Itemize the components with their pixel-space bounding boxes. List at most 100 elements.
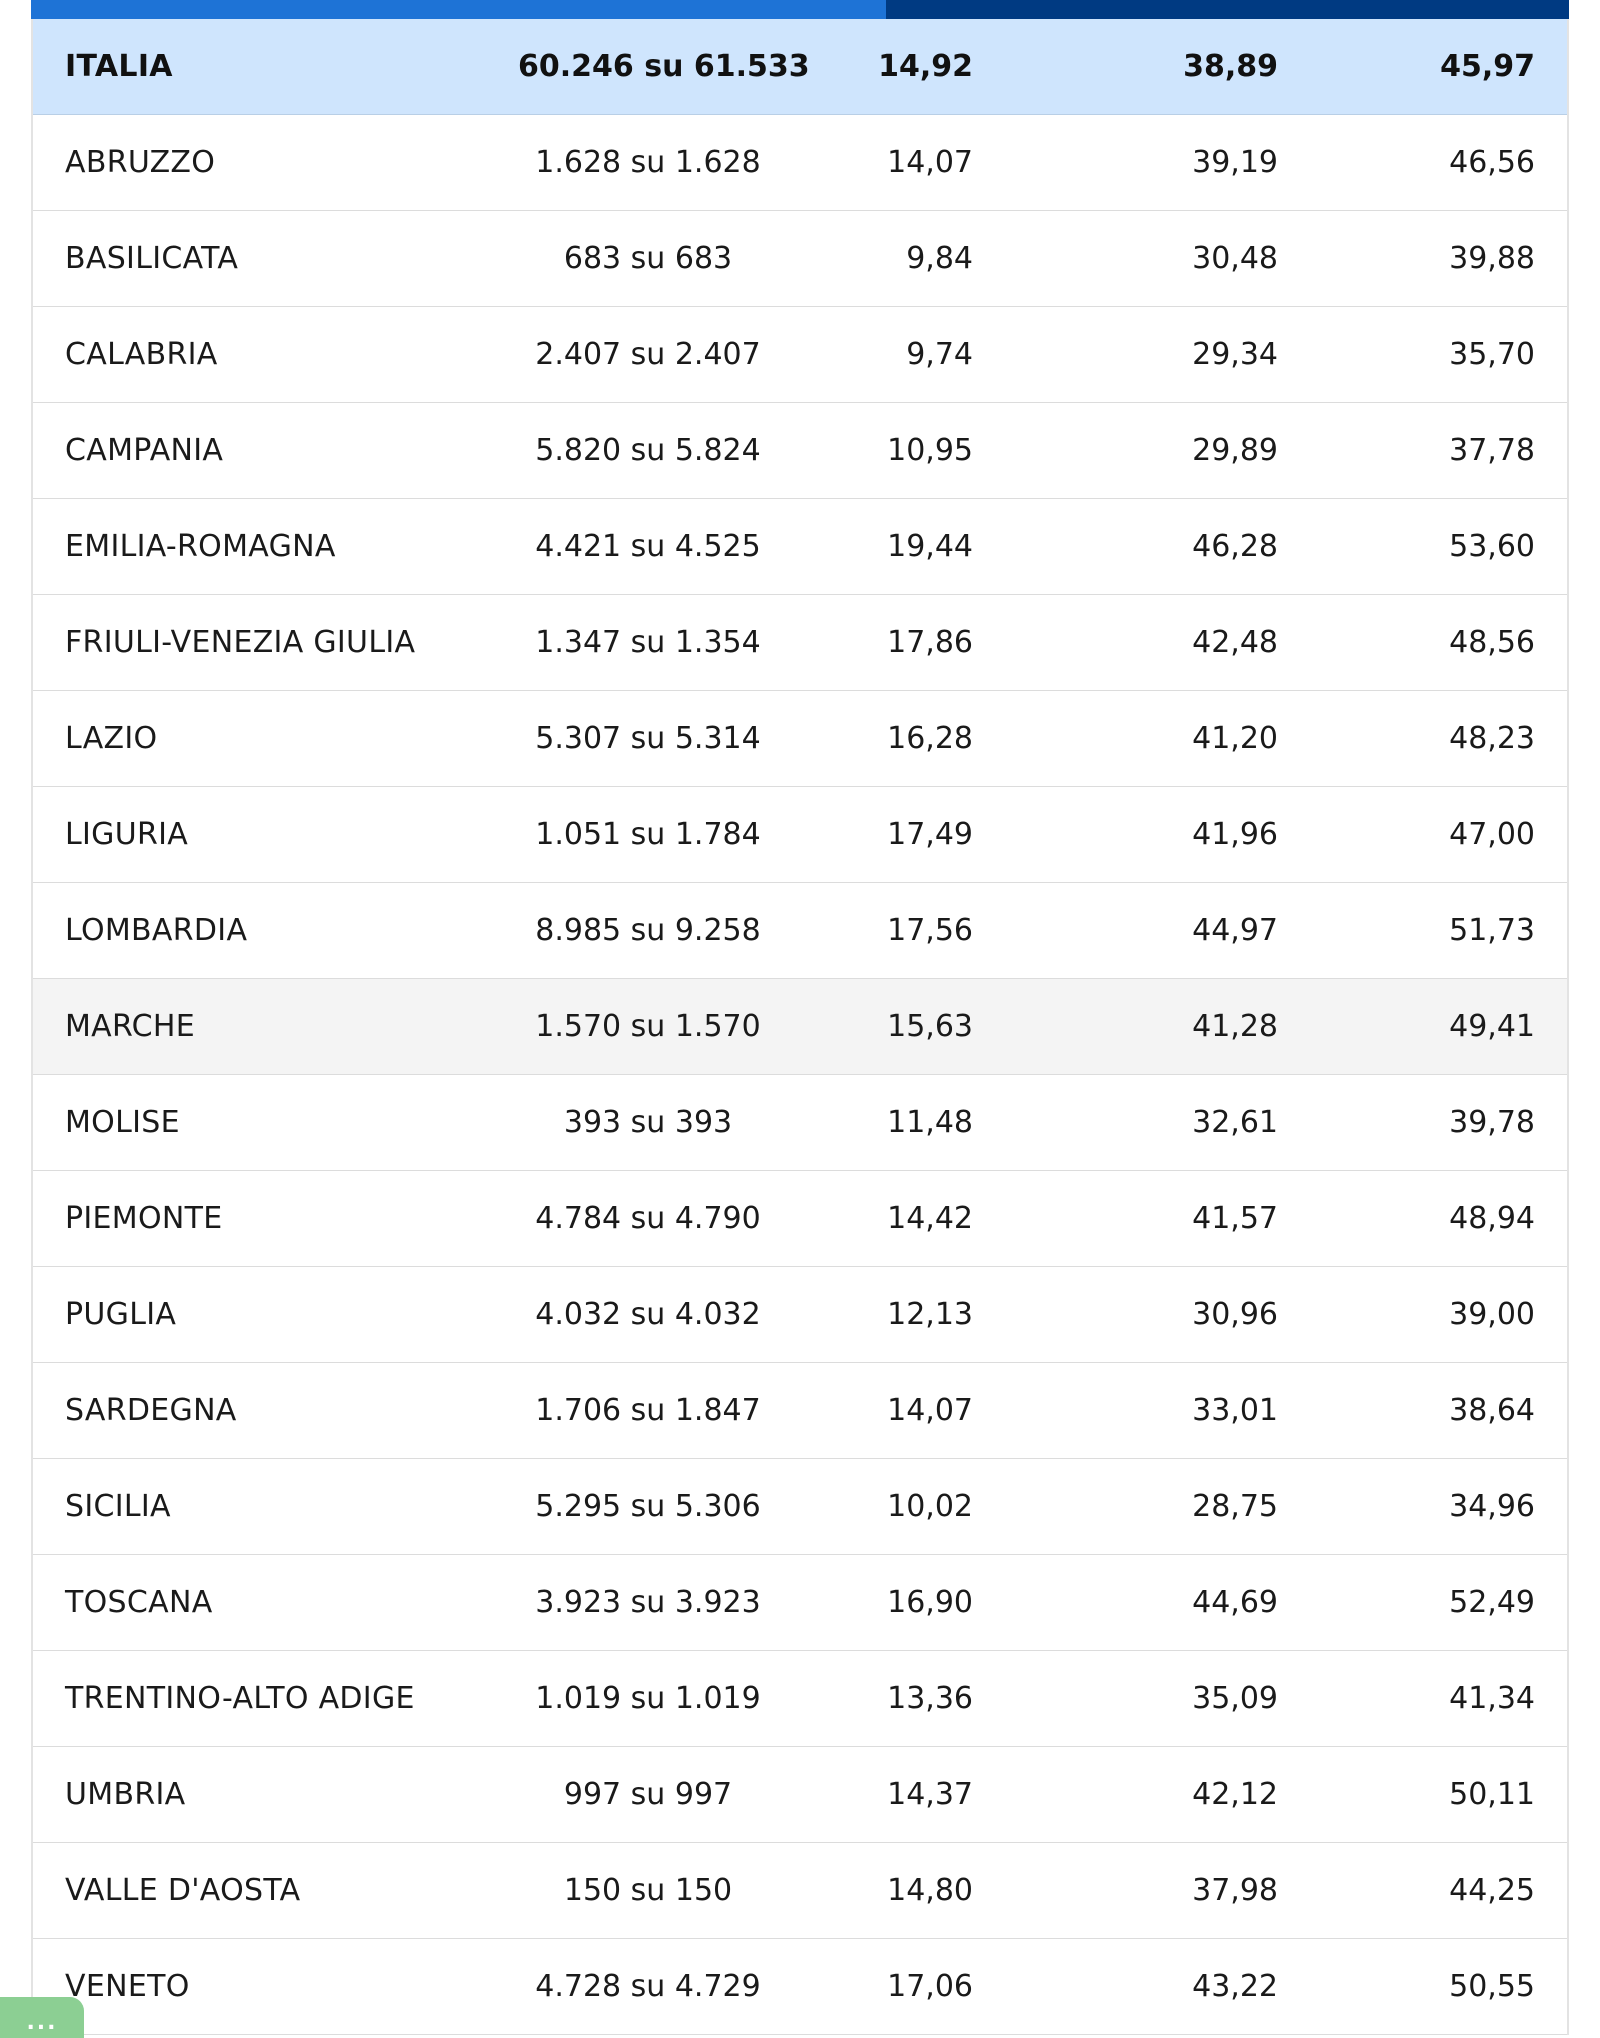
sections-count: 997 su 997 [478, 1746, 778, 1843]
value-col-1: 14,37 [778, 1746, 1033, 1843]
table-row[interactable]: EMILIA-ROMAGNA 4.421 su 4.525 19,44 46,28 53… [33, 498, 1567, 595]
value-col-1: 17,49 [778, 786, 1033, 883]
value-col-3: 49,41 [1278, 978, 1567, 1075]
sections-count: 1.628 su 1.628 [478, 114, 778, 211]
value-col-2: 33,01 [1033, 1362, 1278, 1459]
value-col-2: 44,69 [1033, 1554, 1278, 1651]
table-row[interactable]: CAMPANIA 5.820 su 5.824 10,95 29,89 37,78 [33, 402, 1567, 499]
region-name: VALLE D'AOSTA [33, 1842, 478, 1939]
table-row[interactable]: PUGLIA 4.032 su 4.032 12,13 30,96 39,00 [33, 1266, 1567, 1363]
sections-count: 4.728 su 4.729 [478, 1938, 778, 2035]
value-col-2: 43,22 [1033, 1938, 1278, 2035]
value-col-1: 14,80 [778, 1842, 1033, 1939]
sections-count: 5.295 su 5.306 [478, 1458, 778, 1555]
table-row[interactable]: FRIULI-VENEZIA GIULIA 1.347 su 1.354 17,86… [33, 594, 1567, 691]
more-dots-icon: ... [26, 2009, 58, 2035]
region-name: ABRUZZO [33, 114, 478, 211]
value-col-1: 13,36 [778, 1650, 1033, 1747]
sections-count: 1.706 su 1.847 [478, 1362, 778, 1459]
region-name: SICILIA [33, 1458, 478, 1555]
table-row[interactable]: LOMBARDIA 8.985 su 9.258 17,56 44,97 51,73 [33, 882, 1567, 979]
value-col-1: 10,95 [778, 402, 1033, 499]
value-col-3: 38,64 [1278, 1362, 1567, 1459]
value-col-2: 35,09 [1033, 1650, 1278, 1747]
value-col-1: 14,42 [778, 1170, 1033, 1267]
table-row[interactable]: MOLISE 393 su 393 11,48 32,61 39,78 [33, 1074, 1567, 1171]
sections-count: 1.570 su 1.570 [478, 978, 778, 1075]
value-col-2: 32,61 [1033, 1074, 1278, 1171]
value-col-3: 44,25 [1278, 1842, 1567, 1939]
sections-count: 683 su 683 [478, 210, 778, 307]
table-row[interactable]: LIGURIA 1.051 su 1.784 17,49 41,96 47,00 [33, 786, 1567, 883]
sections-count: 4.421 su 4.525 [478, 498, 778, 595]
more-options-button[interactable]: ... [0, 1997, 84, 2038]
value-col-1: 9,84 [778, 210, 1033, 307]
region-name: CAMPANIA [33, 402, 478, 499]
sections-count: 5.820 su 5.824 [478, 402, 778, 499]
value-col-2: 41,57 [1033, 1170, 1278, 1267]
value-col-3: 39,00 [1278, 1266, 1567, 1363]
table-row[interactable]: VALLE D'AOSTA 150 su 150 14,80 37,98 44,25 [33, 1842, 1567, 1939]
value-col-2: 30,48 [1033, 210, 1278, 307]
value-col-3: 35,70 [1278, 306, 1567, 403]
region-name: LIGURIA [33, 786, 478, 883]
value-col-1: 9,74 [778, 306, 1033, 403]
table-row[interactable]: LAZIO 5.307 su 5.314 16,28 41,20 48,23 [33, 690, 1567, 787]
region-name: TRENTINO-ALTO ADIGE [33, 1650, 478, 1747]
region-name: MOLISE [33, 1074, 478, 1171]
sections-count: 4.784 su 4.790 [478, 1170, 778, 1267]
value-col-3: 39,78 [1278, 1074, 1567, 1171]
sections-count: 4.032 su 4.032 [478, 1266, 778, 1363]
value-col-1: 14,07 [778, 1362, 1033, 1459]
region-name: EMILIA-ROMAGNA [33, 498, 478, 595]
value-col-1: 14,92 [778, 19, 1033, 115]
region-name: PIEMONTE [33, 1170, 478, 1267]
table-row[interactable]: ABRUZZO 1.628 su 1.628 14,07 39,19 46,56 [33, 114, 1567, 211]
sections-count: 1.347 su 1.354 [478, 594, 778, 691]
value-col-1: 12,13 [778, 1266, 1033, 1363]
value-col-1: 10,02 [778, 1458, 1033, 1555]
table-row[interactable]: BASILICATA 683 su 683 9,84 30,48 39,88 [33, 210, 1567, 307]
value-col-2: 29,89 [1033, 402, 1278, 499]
value-col-2: 42,12 [1033, 1746, 1278, 1843]
value-col-2: 41,28 [1033, 978, 1278, 1075]
value-col-1: 17,86 [778, 594, 1033, 691]
value-col-2: 38,89 [1033, 19, 1278, 115]
sections-count: 60.246 su 61.533 [478, 19, 810, 115]
value-col-2: 37,98 [1033, 1842, 1278, 1939]
sections-count: 393 su 393 [478, 1074, 778, 1171]
region-name: LAZIO [33, 690, 478, 787]
value-col-3: 37,78 [1278, 402, 1567, 499]
table-row[interactable]: SARDEGNA 1.706 su 1.847 14,07 33,01 38,64 [33, 1362, 1567, 1459]
value-col-2: 41,20 [1033, 690, 1278, 787]
table-row[interactable]: MARCHE 1.570 su 1.570 15,63 41,28 49,41 [33, 978, 1567, 1075]
region-name: ITALIA [33, 19, 478, 115]
value-col-3: 50,55 [1278, 1938, 1567, 2035]
table-row[interactable]: CALABRIA 2.407 su 2.407 9,74 29,34 35,70 [33, 306, 1567, 403]
value-col-3: 41,34 [1278, 1650, 1567, 1747]
region-name: LOMBARDIA [33, 882, 478, 979]
table-row[interactable]: TOSCANA 3.923 su 3.923 16,90 44,69 52,49 [33, 1554, 1567, 1651]
value-col-2: 41,96 [1033, 786, 1278, 883]
value-col-1: 17,56 [778, 882, 1033, 979]
value-col-3: 45,97 [1278, 19, 1567, 115]
table-row[interactable]: TRENTINO-ALTO ADIGE 1.019 su 1.019 13,36 35… [33, 1650, 1567, 1747]
value-col-2: 44,97 [1033, 882, 1278, 979]
table-row[interactable]: SICILIA 5.295 su 5.306 10,02 28,75 34,96 [33, 1458, 1567, 1555]
results-table: ITALIA 60.246 su 61.533 14,92 38,89 45,9… [33, 19, 1567, 2035]
table-row[interactable]: UMBRIA 997 su 997 14,37 42,12 50,11 [33, 1746, 1567, 1843]
results-table-body: ITALIA 60.246 su 61.533 14,92 38,89 45,9… [33, 19, 1567, 2035]
sections-count: 8.985 su 9.258 [478, 882, 778, 979]
value-col-3: 51,73 [1278, 882, 1567, 979]
value-col-1: 16,28 [778, 690, 1033, 787]
sections-count: 1.019 su 1.019 [478, 1650, 778, 1747]
table-row[interactable]: PIEMONTE 4.784 su 4.790 14,42 41,57 48,94 [33, 1170, 1567, 1267]
region-name: BASILICATA [33, 210, 478, 307]
table-row[interactable]: VENETO 4.728 su 4.729 17,06 43,22 50,55 [33, 1938, 1567, 2035]
value-col-3: 48,56 [1278, 594, 1567, 691]
sections-count: 1.051 su 1.784 [478, 786, 778, 883]
value-col-2: 30,96 [1033, 1266, 1278, 1363]
value-col-1: 14,07 [778, 114, 1033, 211]
region-name: CALABRIA [33, 306, 478, 403]
